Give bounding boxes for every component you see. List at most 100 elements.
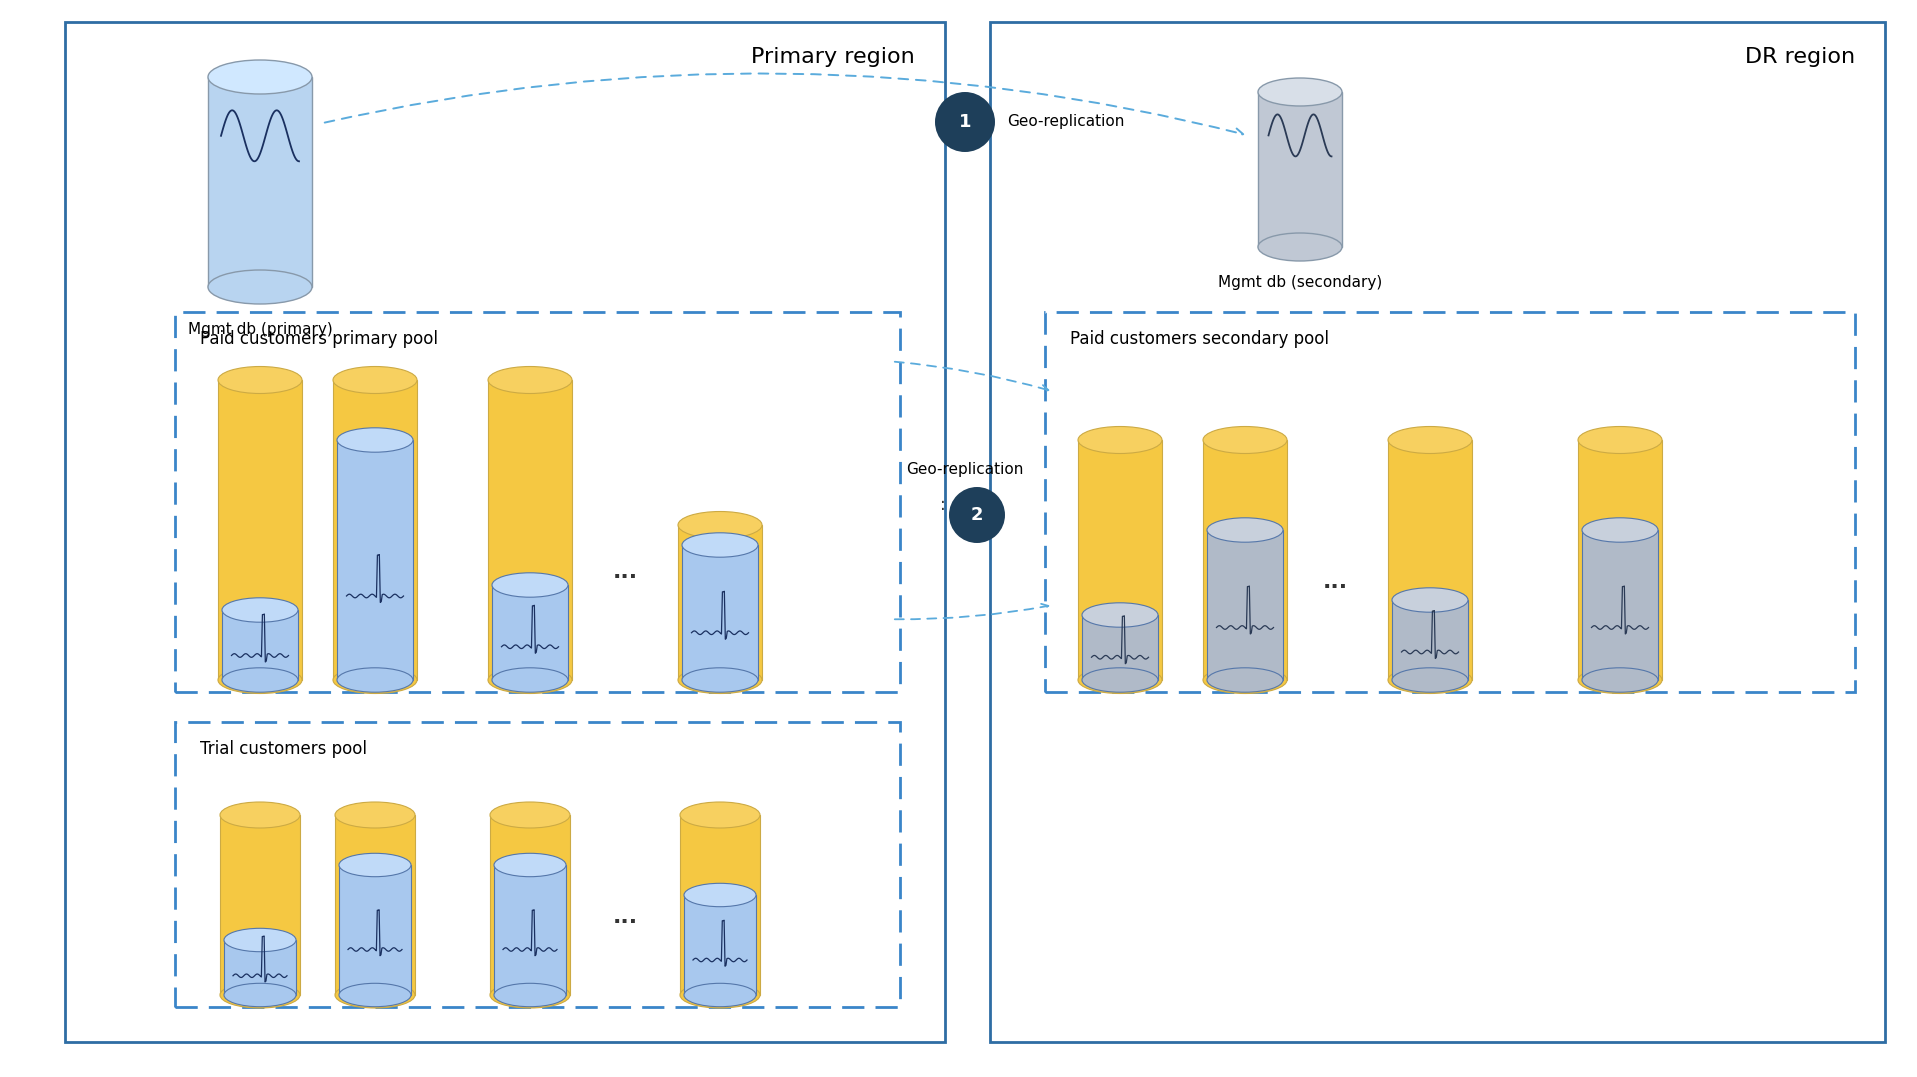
Polygon shape [1258, 92, 1342, 247]
Ellipse shape [1392, 588, 1468, 612]
Ellipse shape [1258, 78, 1342, 106]
Polygon shape [1204, 440, 1286, 680]
Polygon shape [1578, 440, 1662, 680]
Ellipse shape [681, 982, 759, 1008]
FancyBboxPatch shape [989, 22, 1884, 1043]
Ellipse shape [334, 667, 418, 694]
Polygon shape [1081, 615, 1158, 680]
Polygon shape [220, 815, 299, 995]
Polygon shape [224, 940, 295, 995]
Text: Paid customers secondary pool: Paid customers secondary pool [1070, 330, 1328, 348]
Text: Paid customers primary pool: Paid customers primary pool [199, 330, 437, 348]
Text: Trial customers pool: Trial customers pool [199, 740, 366, 758]
Ellipse shape [491, 982, 569, 1008]
FancyBboxPatch shape [174, 722, 899, 1007]
Ellipse shape [1578, 426, 1662, 453]
Ellipse shape [681, 802, 759, 828]
Ellipse shape [339, 983, 410, 1007]
Ellipse shape [679, 512, 761, 538]
Text: DR region: DR region [1744, 47, 1856, 67]
Ellipse shape [339, 853, 410, 877]
Ellipse shape [491, 802, 569, 828]
Ellipse shape [489, 667, 571, 694]
Text: ...: ... [1323, 572, 1348, 592]
Ellipse shape [219, 366, 303, 393]
Text: 1: 1 [958, 113, 972, 131]
Ellipse shape [224, 928, 295, 952]
Ellipse shape [679, 667, 761, 694]
Ellipse shape [489, 366, 571, 393]
Ellipse shape [209, 270, 312, 304]
Polygon shape [1208, 530, 1282, 680]
Ellipse shape [219, 667, 303, 694]
Polygon shape [1077, 440, 1162, 680]
Circle shape [949, 487, 1005, 543]
Ellipse shape [1208, 668, 1282, 693]
Text: :: : [939, 496, 945, 514]
Ellipse shape [1204, 667, 1286, 694]
Polygon shape [1392, 600, 1468, 680]
Polygon shape [493, 585, 567, 680]
Ellipse shape [1081, 668, 1158, 693]
Ellipse shape [1258, 233, 1342, 261]
Ellipse shape [1578, 667, 1662, 694]
Ellipse shape [493, 668, 567, 693]
Polygon shape [219, 380, 303, 680]
Polygon shape [495, 865, 566, 995]
Text: ...: ... [612, 562, 638, 582]
Ellipse shape [684, 883, 755, 907]
FancyBboxPatch shape [174, 312, 899, 693]
FancyBboxPatch shape [65, 22, 945, 1043]
Text: 2: 2 [970, 506, 983, 524]
Text: Geo-replication: Geo-replication [1006, 114, 1125, 129]
Ellipse shape [1392, 668, 1468, 693]
Polygon shape [684, 895, 755, 995]
Polygon shape [682, 545, 757, 680]
Polygon shape [339, 865, 410, 995]
Ellipse shape [222, 598, 297, 623]
Ellipse shape [335, 802, 414, 828]
Ellipse shape [337, 668, 412, 693]
Ellipse shape [334, 366, 418, 393]
Ellipse shape [493, 573, 567, 598]
FancyBboxPatch shape [1045, 312, 1856, 693]
Circle shape [935, 92, 995, 152]
Ellipse shape [495, 983, 566, 1007]
Ellipse shape [337, 428, 412, 452]
Ellipse shape [684, 983, 755, 1007]
Ellipse shape [1582, 668, 1658, 693]
Polygon shape [491, 815, 569, 995]
Polygon shape [1582, 530, 1658, 680]
Text: Geo-replication: Geo-replication [907, 462, 1024, 477]
Ellipse shape [1077, 667, 1162, 694]
Polygon shape [489, 380, 571, 680]
Text: Mgmt db (primary): Mgmt db (primary) [188, 322, 332, 337]
Ellipse shape [1582, 518, 1658, 542]
Polygon shape [335, 815, 414, 995]
Ellipse shape [1204, 426, 1286, 453]
Ellipse shape [495, 853, 566, 877]
Polygon shape [209, 76, 312, 286]
Polygon shape [679, 524, 761, 680]
Text: Mgmt db (secondary): Mgmt db (secondary) [1217, 275, 1382, 290]
Ellipse shape [220, 802, 299, 828]
Ellipse shape [682, 668, 757, 693]
Text: Primary region: Primary region [751, 47, 914, 67]
Ellipse shape [682, 533, 757, 557]
Ellipse shape [222, 668, 297, 693]
Text: ...: ... [612, 907, 638, 927]
Polygon shape [337, 440, 412, 680]
Ellipse shape [1081, 603, 1158, 627]
Ellipse shape [1388, 667, 1472, 694]
Ellipse shape [209, 60, 312, 94]
Ellipse shape [1077, 426, 1162, 453]
Ellipse shape [224, 983, 295, 1007]
Polygon shape [222, 610, 297, 680]
Polygon shape [1388, 440, 1472, 680]
Ellipse shape [1208, 518, 1282, 542]
Ellipse shape [1388, 426, 1472, 453]
Ellipse shape [335, 982, 414, 1008]
Ellipse shape [220, 982, 299, 1008]
Polygon shape [681, 815, 759, 995]
Polygon shape [334, 380, 418, 680]
